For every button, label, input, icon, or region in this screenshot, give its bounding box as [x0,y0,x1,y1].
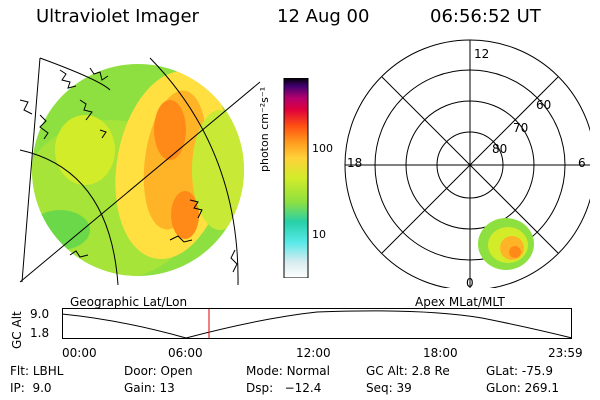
time-tick-0000: 00:00 [62,346,97,360]
colorbar-tick-100: 100 [312,142,333,155]
info-gain: Gain: 13 [124,381,175,395]
colorbar [283,78,309,278]
info-mode: Mode: Normal [246,364,330,378]
geographic-image [19,57,261,286]
info-flt: Flt: LBHL [10,364,64,378]
mlat-label-60: 60 [536,98,552,112]
info-glon: GLon: 269.1 [486,381,559,395]
colorbar-unit: photon cm⁻²s⁻¹ [258,86,271,172]
date-label: 12 Aug 00 [277,6,370,27]
info-door: Door: Open [124,364,193,378]
info-dsp: Dsp: −12.4 [246,381,322,395]
lat-lon-grid [19,57,261,286]
info-gc-alt: GC Alt: 2.8 Re [366,364,450,378]
time-label: 06:56:52 UT [430,6,541,27]
altitude-axis-label: GC Alt [10,311,24,349]
auroral-disk [32,64,244,276]
mlt-label-6: 6 [578,156,586,170]
instrument-title: Ultraviolet Imager [36,6,199,27]
mlt-label-18: 18 [347,156,363,170]
mlat-label-80: 80 [492,142,508,156]
time-tick-1800: 18:00 [423,346,458,360]
polar-plot [344,39,590,288]
time-tick-2359: 23:59 [548,346,583,360]
info-ip: IP: 9.0 [10,381,52,395]
coastline-contours [19,67,238,273]
altitude-tick-1-8: 1.8 [30,326,50,340]
altitude-curve [62,310,573,339]
auroral-oval-patch [478,218,534,270]
apex-panel-label: Apex MLat/MLT [415,295,505,309]
info-seq: Seq: 39 [366,381,412,395]
mlat-label-70: 70 [513,121,529,135]
info-glat: GLat: -75.9 [486,364,553,378]
altitude-plot [62,308,573,339]
altitude-tick-9: 9.0 [30,307,50,321]
colorbar-tick-10: 10 [312,228,326,241]
mlt-label-12: 12 [474,47,490,61]
time-tick-0600: 06:00 [168,346,203,360]
mlt-label-0: 0 [466,276,474,290]
geographic-panel-label: Geographic Lat/Lon [70,295,188,309]
time-tick-1200: 12:00 [296,346,331,360]
